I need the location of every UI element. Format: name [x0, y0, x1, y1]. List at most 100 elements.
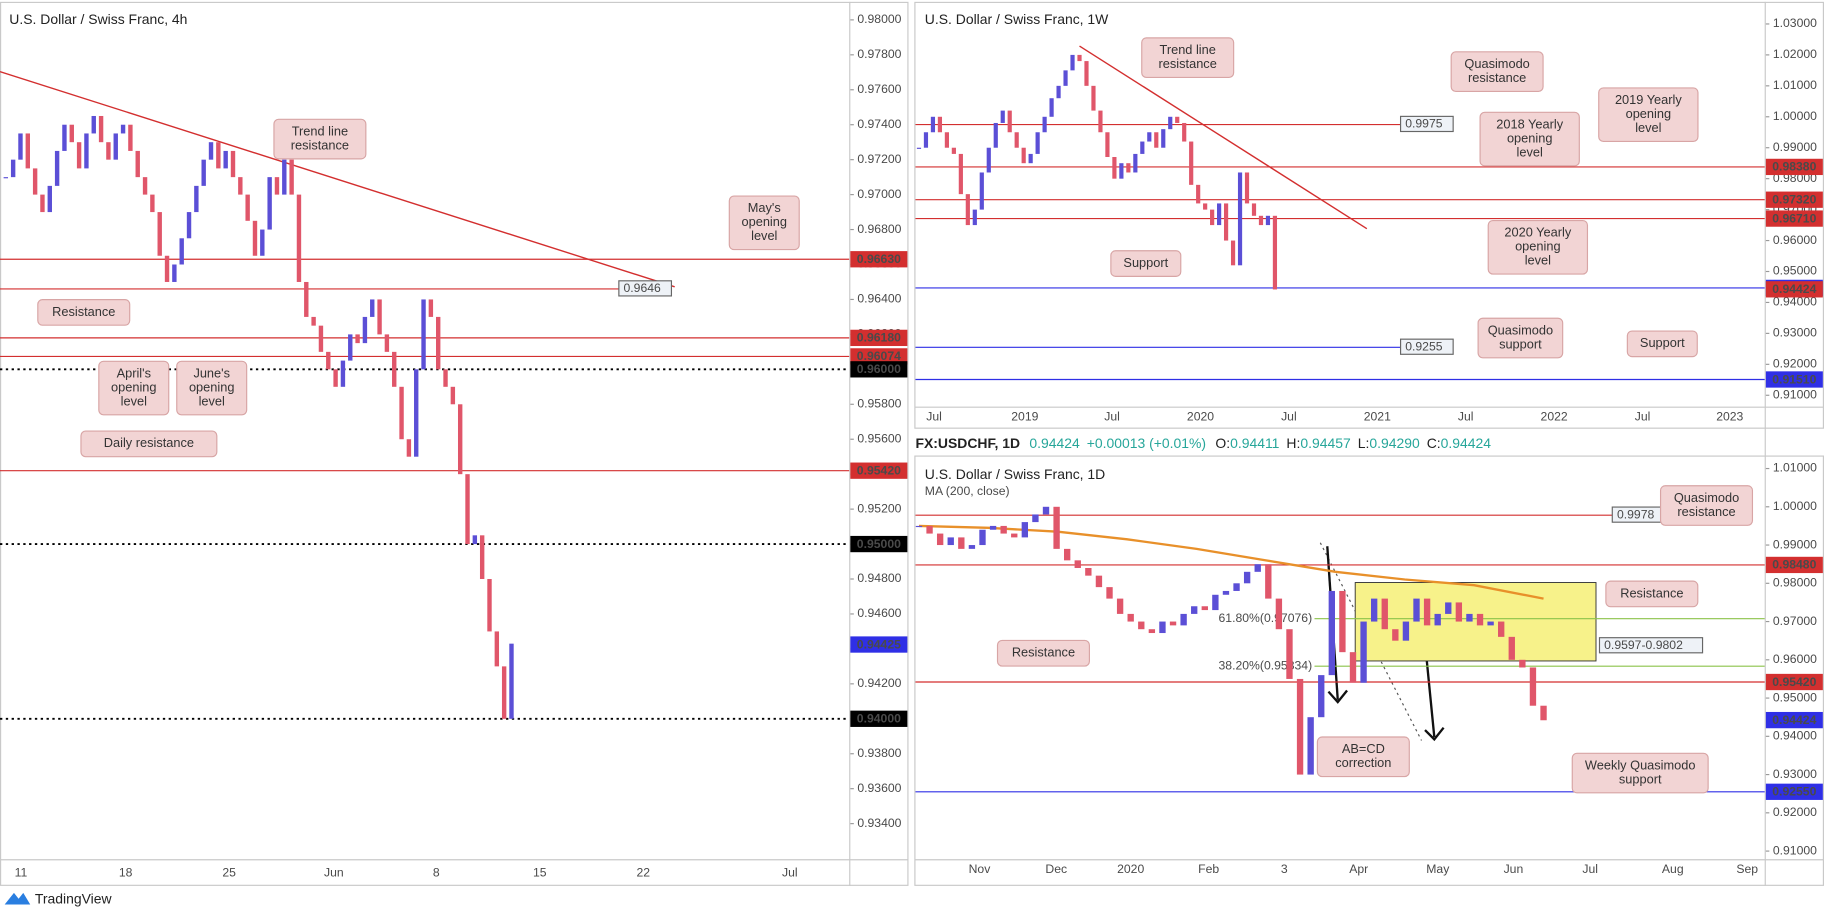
axis-price-label: 0.96710 [1772, 211, 1816, 225]
candle [1265, 215, 1271, 226]
annotation-text: June's [193, 365, 230, 380]
candle [10, 159, 16, 178]
candle [25, 133, 31, 169]
trend-line [1079, 45, 1368, 230]
y-tick-label: 0.97000 [1773, 614, 1817, 628]
ohlc-value: 0.94424 [1441, 435, 1492, 451]
candle [194, 185, 199, 213]
y-tick-label: 0.93600 [857, 781, 901, 795]
chart-title: U.S. Dollar / Swiss Franc, 4h [9, 11, 187, 27]
candle [472, 535, 478, 545]
x-tick-label: 2023 [1716, 409, 1743, 423]
zone-label-box [1598, 637, 1704, 654]
candle [1275, 598, 1283, 630]
candle [930, 116, 936, 133]
annotation-text: 2020 Yearly [1504, 225, 1571, 240]
arrow-head [1424, 726, 1445, 742]
candle [1126, 163, 1131, 173]
candle [1243, 571, 1251, 584]
candle [1222, 590, 1230, 595]
level-label: 61.80%(0.97076) [1219, 611, 1313, 625]
axis-price-label: 0.94425 [857, 637, 901, 651]
y-tick-label: 0.95200 [857, 501, 901, 515]
x-tick-label: Jul [926, 409, 942, 423]
candle [223, 150, 228, 169]
candle [1133, 153, 1138, 173]
candle [267, 177, 272, 230]
candle [1476, 613, 1484, 626]
y-tick-label: 1.01000 [1773, 78, 1817, 92]
candle [98, 115, 104, 143]
annotation-text: Trend line [292, 123, 348, 138]
level-label: 0.9255 [1405, 340, 1443, 354]
annotation-bubble [1659, 485, 1754, 526]
candle [1296, 678, 1304, 775]
ohlc-key: C: [1427, 435, 1441, 451]
candle [450, 386, 456, 405]
candle [1487, 621, 1494, 626]
annotation-text: opening [111, 379, 157, 394]
annotation-bubble [37, 299, 131, 326]
annotation-bubble [1571, 752, 1709, 794]
annotation-text: level [121, 393, 147, 408]
ohlc-value: 0.94411 [1230, 435, 1280, 451]
candle [1028, 153, 1033, 164]
y-tick-label: 0.92000 [1773, 357, 1817, 371]
annotation-text: Quasimodo [1488, 322, 1553, 337]
level-label: 0.9975 [1405, 117, 1443, 131]
annotation-text: opening [1507, 130, 1552, 145]
candle [1223, 203, 1229, 241]
annotation-text: Resistance [1620, 585, 1683, 600]
candle [230, 150, 236, 178]
level-label: 0.9646 [624, 281, 662, 295]
candle [135, 150, 140, 178]
annotation-text: 2018 Yearly [1496, 117, 1563, 132]
y-tick-label: 0.95000 [1773, 690, 1817, 704]
candle [120, 124, 126, 134]
x-tick-label: 2020 [1117, 862, 1144, 876]
candle [1392, 629, 1399, 641]
annotation-text: Daily resistance [104, 435, 194, 450]
axis-price-label: 0.96630 [857, 252, 901, 266]
y-tick-label: 0.99000 [1773, 140, 1817, 154]
candle [282, 159, 287, 195]
panel-frame [914, 455, 1824, 886]
candle [377, 299, 382, 335]
candle [18, 133, 23, 160]
candle [436, 316, 441, 370]
candle [1147, 132, 1152, 142]
annotation-text: level [751, 228, 777, 243]
candle [1381, 598, 1388, 630]
ohlc-value: 0.94457 [1300, 435, 1351, 451]
candle [1251, 203, 1257, 216]
candle [1084, 61, 1089, 86]
y-tick-label: 0.99000 [1773, 537, 1817, 551]
candle [1138, 621, 1145, 630]
x-tick-label: 11 [15, 865, 28, 879]
candle [1328, 590, 1335, 676]
candle [1360, 621, 1367, 683]
candle [1203, 203, 1208, 210]
y-tick-label: 0.97200 [857, 152, 901, 166]
candle [972, 209, 977, 226]
axis-price-label: 0.95000 [857, 537, 901, 551]
candle [1064, 548, 1071, 561]
y-tick-label: 0.91000 [1773, 843, 1817, 857]
axis-price-label: 0.97320 [1772, 193, 1816, 207]
annotation-text: level [1525, 253, 1551, 268]
annotation-text: AB=CD [1342, 741, 1385, 756]
axis-price-box [1765, 371, 1823, 388]
axis-price-label: 0.94424 [1772, 282, 1816, 296]
candle [937, 116, 943, 133]
y-tick-label: 1.03000 [1773, 16, 1817, 30]
candle [1119, 163, 1124, 179]
candle [370, 299, 375, 317]
x-tick-label: 8 [433, 865, 440, 879]
candle [62, 124, 67, 151]
annotation-text: Resistance [1012, 645, 1075, 660]
candle [1191, 606, 1198, 614]
axis-price-box [850, 329, 908, 347]
annotation-text: Resistance [52, 304, 115, 319]
x-tick-label: Jul [1104, 409, 1120, 423]
level-label: 38.20%(0.95834) [1219, 658, 1313, 672]
